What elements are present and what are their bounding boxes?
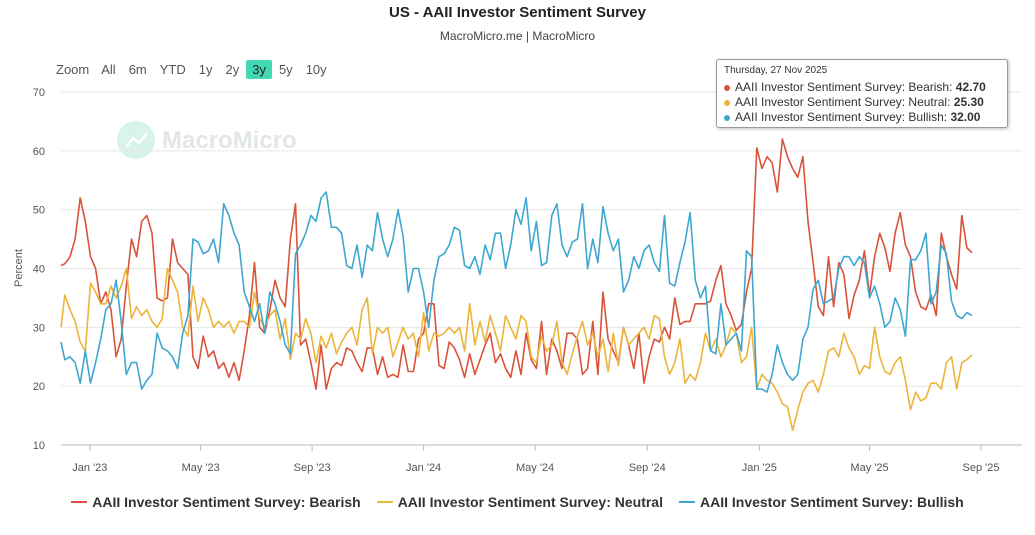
neutral-swatch-icon (376, 501, 393, 503)
bullish-dot-icon (724, 114, 730, 121)
tooltip-label: AAII Investor Sentiment Survey: Bearish (735, 80, 950, 94)
watermark-text: MacroMicro (162, 127, 297, 154)
x-tick-label: May '24 (516, 462, 554, 474)
tooltip-value: 42.70 (955, 80, 986, 94)
y-tick-label: 50 (33, 205, 45, 217)
range-button-ytd[interactable]: YTD (159, 61, 186, 77)
legend-label: AAII Investor Sentiment Survey: Bearish (92, 494, 361, 510)
range-button-1y[interactable]: 1y (198, 61, 213, 77)
y-tick-label: 70 (33, 87, 45, 99)
chart-subtitle: MacroMicro.me | MacroMicro (439, 29, 596, 43)
legend-item-neutral[interactable]: AAII Investor Sentiment Survey: Neutral (376, 494, 663, 510)
range-button-10y[interactable]: 10y (305, 61, 327, 77)
legend-item-bullish[interactable]: AAII Investor Sentiment Survey: Bullish (678, 494, 964, 510)
tooltip-label: AAII Investor Sentiment Survey: Bullish (735, 110, 944, 124)
x-tick-label: May '23 (182, 462, 220, 474)
y-tick-label: 40 (33, 264, 45, 276)
tooltip-row-bearish: AAII Investor Sentiment Survey: Bearish:… (724, 80, 986, 94)
x-tick-label: Sep '24 (629, 462, 666, 474)
legend-label: AAII Investor Sentiment Survey: Bullish (699, 494, 964, 510)
chart-title: US - AAII Investor Sentiment Survey (388, 4, 646, 21)
neutral-line (60, 267, 973, 432)
x-axis: Jan '23 May '23 Sep '23 Jan '24 May '24 Sep '… (72, 445, 999, 474)
tooltip-row-neutral: AAII Investor Sentiment Survey: Neutral:… (724, 95, 984, 109)
watermark-logo-mark (125, 132, 148, 148)
x-tick-label: May '25 (850, 462, 888, 474)
legend: AAII Investor Sentiment Survey: Bearish … (0, 494, 1035, 510)
y-tick-label: 60 (33, 146, 45, 158)
y-tick-label: 10 (33, 440, 45, 452)
range-selector: Zoom All 6m YTD 1y 2y 3y 5y 10y (56, 58, 334, 80)
bearish-line (60, 138, 973, 390)
legend-item-bearish[interactable]: AAII Investor Sentiment Survey: Bearish (71, 494, 361, 510)
x-tick-label: Sep '25 (963, 462, 1000, 474)
x-tick-label: Jan '24 (406, 462, 441, 474)
x-tick-label: Jan '23 (72, 462, 107, 474)
legend-label: AAII Investor Sentiment Survey: Neutral (397, 494, 663, 510)
y-axis-label: Percent (13, 249, 25, 287)
tooltip-row-bullish: AAII Investor Sentiment Survey: Bullish:… (724, 110, 980, 124)
range-button-6m[interactable]: 6m (128, 61, 147, 77)
range-button-2y[interactable]: 2y (225, 61, 240, 77)
x-tick-label: Jan '25 (742, 462, 777, 474)
zoom-label: Zoom (56, 61, 90, 77)
bearish-swatch-icon (71, 501, 88, 503)
bullish-swatch-icon (678, 501, 695, 503)
series-lines (60, 138, 973, 432)
y-tick-label: 30 (33, 322, 45, 334)
range-button-all[interactable]: All (101, 61, 116, 77)
neutral-dot-icon (724, 99, 730, 106)
tooltip: Thursday, 27 Nov 2025 AAII Investor Sent… (716, 59, 1008, 128)
range-button-5y[interactable]: 5y (278, 61, 293, 77)
tooltip-date: Thursday, 27 Nov 2025 (724, 65, 828, 76)
y-tick-label: 20 (33, 381, 45, 393)
bearish-dot-icon (724, 84, 730, 91)
x-tick-label: Sep '23 (294, 462, 331, 474)
tooltip-value: 25.30 (953, 95, 984, 109)
watermark: MacroMicro (117, 121, 297, 159)
bullish-line (60, 191, 973, 393)
y-axis: 10 20 30 40 50 60 70 (33, 87, 45, 452)
tooltip-value: 32.00 (950, 110, 981, 124)
tooltip-label: AAII Investor Sentiment Survey: Neutral (735, 95, 948, 109)
range-button-3y[interactable]: 3y (246, 59, 272, 79)
